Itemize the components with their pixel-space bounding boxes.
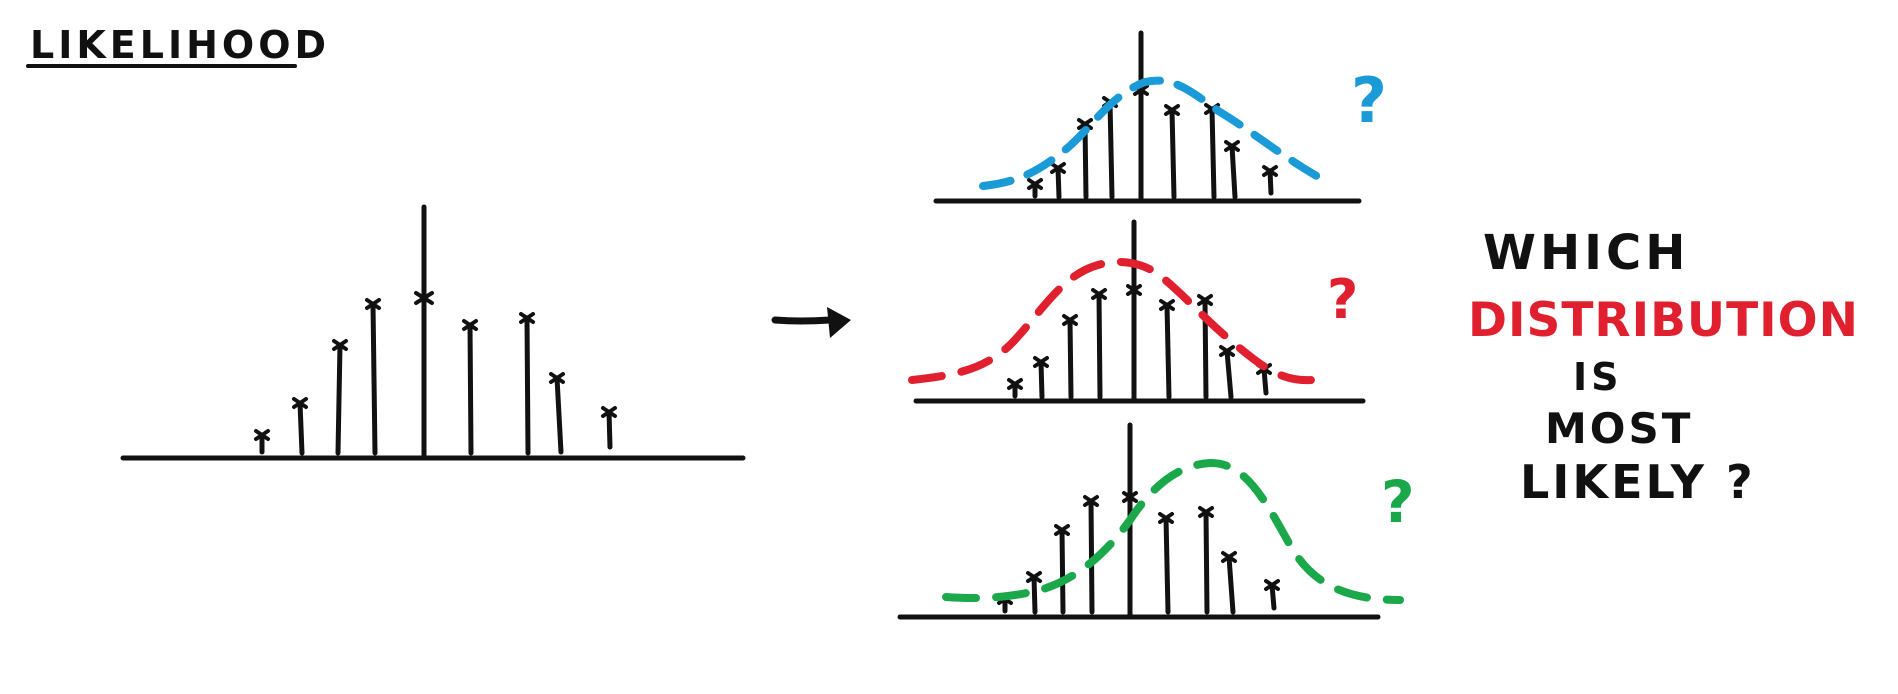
question-line-2: DISTRIBUTION bbox=[1468, 293, 1859, 348]
distribution-curve-blue bbox=[979, 76, 1324, 190]
observed-data-plot bbox=[120, 204, 746, 461]
data-markers bbox=[254, 291, 617, 441]
question-line-5: LIKELY ? bbox=[1520, 455, 1756, 509]
distribution-red-plot: ? bbox=[908, 219, 1366, 404]
question-line-1: WHICH bbox=[1483, 225, 1689, 281]
distribution-curve-red bbox=[908, 257, 1316, 385]
title: LIKELIHOOD bbox=[30, 23, 330, 67]
question-mark-red: ? bbox=[1327, 268, 1358, 331]
right-arrow-icon bbox=[771, 307, 851, 338]
distribution-blue-plot: ? bbox=[933, 30, 1387, 204]
question-line-4: MOST bbox=[1545, 404, 1693, 453]
question-mark-green: ? bbox=[1381, 468, 1415, 536]
data-stems bbox=[259, 295, 613, 456]
distribution-curve-green bbox=[942, 458, 1404, 604]
distribution-green-plot: ? bbox=[897, 422, 1415, 620]
title-group: LIKELIHOOD bbox=[26, 23, 330, 68]
question-mark-blue: ? bbox=[1351, 64, 1387, 137]
question-text: WHICH DISTRIBUTION IS MOST LIKELY ? bbox=[1468, 225, 1859, 509]
question-line-3: IS bbox=[1573, 355, 1623, 399]
